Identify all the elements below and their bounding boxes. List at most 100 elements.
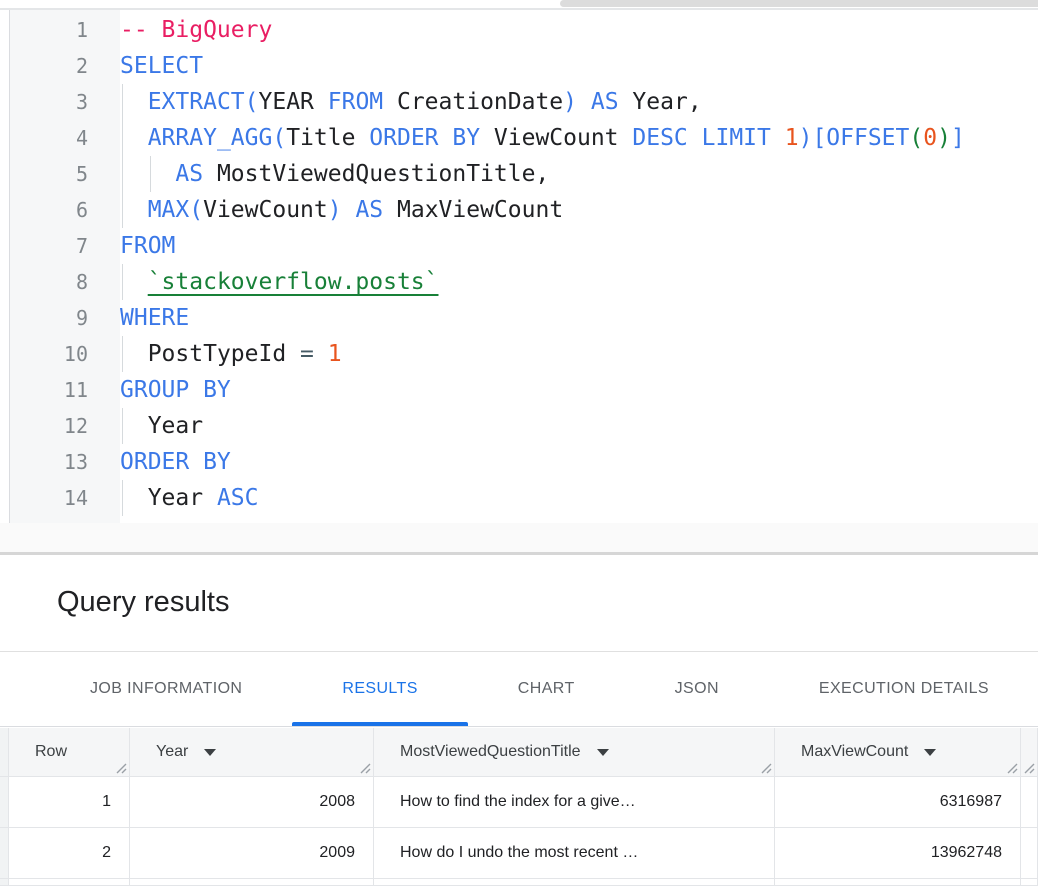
code-line[interactable]: 12 Year	[0, 408, 1038, 444]
table-row-sliver	[775, 879, 1021, 886]
column-resize-grip[interactable]	[1022, 761, 1035, 774]
table-cell-maxviewcount: 13962748	[775, 828, 1021, 879]
line-number: 9	[75, 306, 88, 330]
table-cell-row: 2	[9, 828, 130, 879]
code-text: Year	[147, 413, 204, 439]
line-number: 14	[63, 486, 88, 510]
table-row-sliver	[1021, 879, 1038, 886]
table-row-sliver	[130, 879, 374, 886]
code-text: MAX(ViewCount) AS MaxViewCount	[147, 197, 564, 223]
column-resize-grip[interactable]	[358, 761, 371, 774]
tab-job-information[interactable]: JOB INFORMATION	[90, 680, 243, 697]
top-divider	[0, 0, 1038, 10]
code-text: EXTRACT(YEAR FROM CreationDate) AS Year,	[147, 89, 702, 115]
indent-guide	[149, 156, 151, 192]
table-left-gutter	[0, 828, 9, 879]
query-results-header: Query results	[0, 555, 1038, 652]
code-line[interactable]: 5 AS MostViewedQuestionTitle,	[0, 156, 1038, 192]
table-row-sliver	[374, 879, 775, 886]
editor-footer-strip	[0, 523, 1038, 555]
line-number: 12	[63, 414, 88, 438]
table-left-gutter	[0, 777, 9, 828]
code-line[interactable]: 2 SELECT	[0, 48, 1038, 84]
line-number: 6	[75, 198, 88, 222]
cell-value: How to find the index for a give…	[400, 793, 636, 810]
code-text: ORDER BY	[120, 449, 231, 475]
code-text: -- BigQuery	[120, 17, 273, 43]
table-left-gutter	[0, 728, 9, 777]
results-tabbar: JOB INFORMATION RESULTS CHART JSON EXECUTION…	[0, 652, 1038, 727]
tab-execution-details[interactable]: EXECUTION DETAILS	[818, 680, 989, 697]
code-text: GROUP BY	[120, 377, 231, 403]
code-line[interactable]: 6 MAX(ViewCount) AS MaxViewCount	[0, 192, 1038, 228]
code-line[interactable]: 14 Year ASC	[0, 480, 1038, 516]
column-header-row[interactable]: Row	[9, 728, 130, 777]
indent-guide	[122, 480, 123, 516]
code-text: WHERE	[120, 305, 190, 331]
code-text: SELECT	[120, 53, 204, 79]
code-line[interactable]: 13 ORDER BY	[0, 444, 1038, 480]
code-line[interactable]: 4 ARRAY_AGG(Title ORDER BY ViewCount DES…	[0, 120, 1038, 156]
indent-guide	[122, 156, 123, 192]
table-cell-maxviewcount: 6316987	[775, 777, 1021, 828]
table-row-sliver	[9, 879, 130, 886]
line-number: 8	[75, 270, 88, 294]
code-text: FROM	[120, 233, 176, 259]
line-number: 7	[75, 234, 88, 258]
table-cell-mostviewedquestiontitle: How to find the index for a give…	[374, 777, 775, 828]
code-lines: 1 -- BigQuery 2 SELECT 3 EXTRACT(YEAR FROM C…	[0, 12, 1038, 516]
column-resize-grip[interactable]	[114, 761, 127, 774]
code-line[interactable]: 1 -- BigQuery	[0, 12, 1038, 48]
line-number: 1	[75, 18, 88, 42]
line-number: 4	[75, 126, 88, 150]
column-header-label: MaxViewCount	[801, 743, 909, 760]
line-number: 10	[63, 342, 88, 366]
column-header-overflow	[1021, 728, 1038, 777]
column-header-year[interactable]: Year	[130, 728, 374, 777]
column-dropdown-icon[interactable]	[924, 748, 937, 756]
page-title: Query results	[57, 586, 230, 618]
column-header-mostviewedquestiontitle[interactable]: MostViewedQuestionTitle	[374, 728, 775, 777]
indent-guide	[122, 120, 123, 156]
code-text: `stackoverflow.posts`	[147, 269, 439, 295]
column-header-label: Year	[156, 743, 189, 760]
code-line[interactable]: 11 GROUP BY	[0, 372, 1038, 408]
line-number: 11	[63, 378, 88, 402]
column-dropdown-icon[interactable]	[204, 748, 217, 756]
table-cell-mostviewedquestiontitle: How do I undo the most recent …	[374, 828, 775, 879]
column-resize-grip[interactable]	[759, 761, 772, 774]
indent-guide	[122, 336, 123, 372]
horizontal-scrollbar-thumb[interactable]	[560, 0, 1038, 7]
sql-editor[interactable]: 1 -- BigQuery 2 SELECT 3 EXTRACT(YEAR FROM C…	[0, 10, 1038, 523]
column-dropdown-icon[interactable]	[596, 748, 609, 756]
code-text: PostTypeId = 1	[147, 341, 342, 367]
code-line[interactable]: 9 WHERE	[0, 300, 1038, 336]
cell-value: How do I undo the most recent …	[400, 844, 639, 861]
line-number: 5	[75, 162, 88, 186]
code-line[interactable]: 3 EXTRACT(YEAR FROM CreationDate) AS Yea…	[0, 84, 1038, 120]
table-cell-overflow	[1021, 828, 1038, 879]
tab-results[interactable]: RESULTS	[292, 652, 469, 726]
code-line[interactable]: 8 `stackoverflow.posts`	[0, 264, 1038, 300]
column-header-maxviewcount[interactable]: MaxViewCount	[775, 728, 1021, 777]
code-text: ARRAY_AGG(Title ORDER BY ViewCount DESC …	[147, 125, 965, 151]
column-resize-grip[interactable]	[1005, 761, 1018, 774]
tab-chart[interactable]: CHART	[517, 680, 575, 697]
line-number: 3	[75, 90, 88, 114]
code-line[interactable]: 7 FROM	[0, 228, 1038, 264]
code-text: Year ASC	[147, 485, 259, 511]
indent-guide	[122, 408, 123, 444]
indent-guide	[122, 84, 123, 120]
editor-left-rail	[0, 10, 10, 523]
indent-guide	[122, 192, 123, 228]
column-header-label: Row	[35, 743, 68, 760]
table-left-gutter	[0, 879, 9, 886]
code-line[interactable]: 10 PostTypeId = 1	[0, 336, 1038, 372]
column-header-label: MostViewedQuestionTitle	[400, 743, 581, 760]
table-cell-row: 1	[9, 777, 130, 828]
tab-json[interactable]: JSON	[674, 680, 719, 697]
table-cell-overflow	[1021, 777, 1038, 828]
code-text: AS MostViewedQuestionTitle,	[175, 161, 550, 187]
indent-guide	[122, 264, 123, 300]
